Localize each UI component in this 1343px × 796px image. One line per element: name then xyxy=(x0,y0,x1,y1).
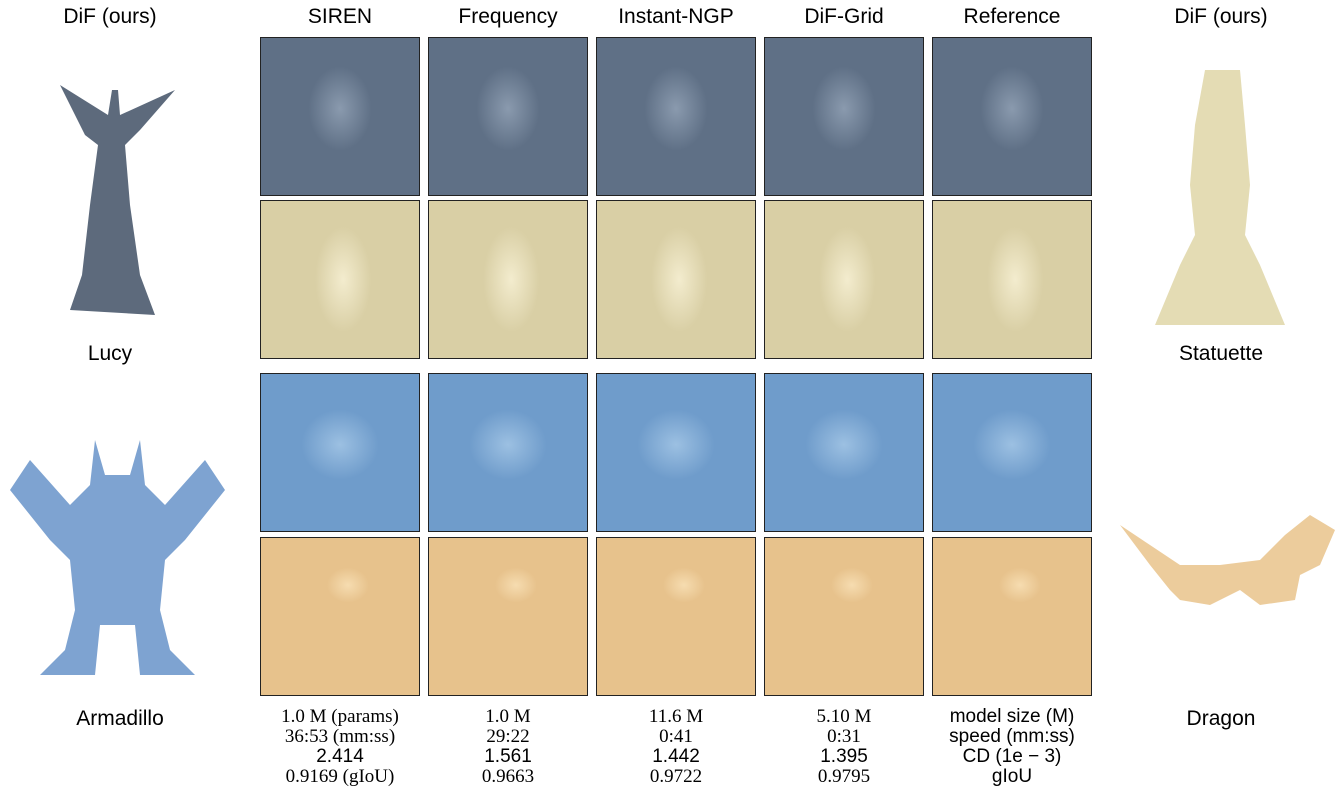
render-tile xyxy=(596,200,756,359)
render-tile xyxy=(932,373,1092,532)
stat-text: speed (mm:ss) xyxy=(949,726,1075,747)
stat-text: gIoU xyxy=(991,766,1033,787)
render-tile xyxy=(596,537,756,696)
render-tile xyxy=(260,37,420,196)
render-tile xyxy=(764,37,924,196)
stat-text: 1.442 xyxy=(652,746,700,767)
right-header: DiF (ours) xyxy=(1174,5,1268,28)
stat-text: 2.414 xyxy=(316,746,364,767)
stat-text: 0:41 xyxy=(659,726,693,747)
column-header: Frequency xyxy=(458,5,558,28)
stat-text: CD (1e − 3) xyxy=(962,746,1062,767)
model-label: Dragon xyxy=(1186,707,1256,730)
render-tile xyxy=(428,200,588,359)
render-tile xyxy=(260,200,420,359)
render-tile xyxy=(932,37,1092,196)
stat-text: 1.0 M xyxy=(485,706,531,727)
column-header: SIREN xyxy=(307,5,373,28)
stat-text: 29:22 xyxy=(486,726,530,747)
left-header: DiF (ours) xyxy=(63,5,157,28)
render-tile xyxy=(260,537,420,696)
stat-text: 0.9663 xyxy=(481,766,535,787)
render-tile xyxy=(932,200,1092,359)
stat-text: 0:31 xyxy=(827,726,861,747)
stat-text: 0.9722 xyxy=(649,766,703,787)
armadillo-render xyxy=(10,440,225,675)
model-label: Statuette xyxy=(1178,342,1264,365)
column-header: DiF-Grid xyxy=(804,5,884,28)
stat-text: 5.10 M xyxy=(816,706,872,727)
render-tile xyxy=(596,37,756,196)
render-tile xyxy=(596,373,756,532)
column-header: Instant-NGP xyxy=(618,5,734,28)
render-tile xyxy=(428,537,588,696)
model-label: Lucy xyxy=(87,342,133,365)
stat-text: 0.9795 xyxy=(817,766,871,787)
stat-text: 36:53 (mm:ss) xyxy=(284,726,396,747)
render-tile xyxy=(764,373,924,532)
model-label: Armadillo xyxy=(76,707,164,730)
render-tile xyxy=(428,373,588,532)
stat-text: 1.561 xyxy=(484,746,532,767)
stat-text: 0.9169 (gIoU) xyxy=(285,766,395,787)
render-tile xyxy=(764,200,924,359)
stat-text: model size (M) xyxy=(949,706,1075,727)
render-tile xyxy=(428,37,588,196)
stat-text: 1.395 xyxy=(820,746,868,767)
stat-text: 1.0 M (params) xyxy=(281,706,399,727)
statuette-render xyxy=(1155,70,1285,325)
dragon-render xyxy=(1120,515,1335,605)
stat-text: 11.6 M xyxy=(648,706,704,727)
lucy-render xyxy=(60,85,175,315)
render-tile xyxy=(932,537,1092,696)
column-header: Reference xyxy=(963,5,1061,28)
render-tile xyxy=(260,373,420,532)
render-tile xyxy=(764,537,924,696)
